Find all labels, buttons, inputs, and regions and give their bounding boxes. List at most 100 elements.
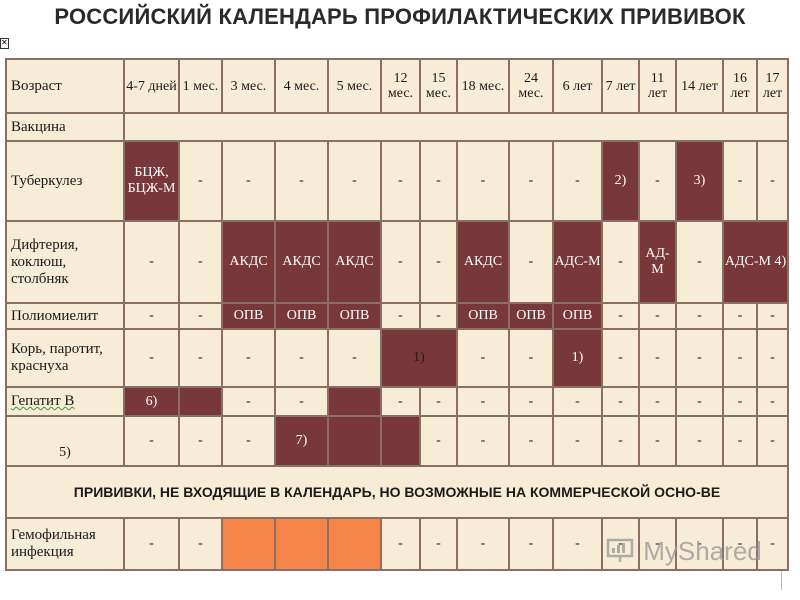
- cell: ОПВ: [223, 304, 274, 328]
- cell: -: [758, 304, 787, 328]
- cell: -: [382, 388, 419, 415]
- cell: -: [421, 388, 456, 415]
- age-col-4: 4 мес.: [276, 60, 327, 112]
- row-label: 5): [7, 417, 123, 465]
- cell: 1): [554, 330, 601, 386]
- age-col-12: 11 лет: [640, 60, 675, 112]
- cell: -: [640, 304, 675, 328]
- cell: -: [125, 222, 178, 302]
- cell: ОПВ: [276, 304, 327, 328]
- row-label: Гемофильная инфекция: [7, 519, 123, 569]
- cell: [329, 417, 380, 465]
- row-hepatitis-b: Гепатит В 6) - - - - - - - - - - - -: [7, 388, 787, 415]
- age-col-3: 3 мес.: [223, 60, 274, 112]
- cell: 2): [603, 142, 638, 220]
- cell: -: [223, 417, 274, 465]
- cell: АДС-М: [554, 222, 601, 302]
- cell: -: [458, 142, 508, 220]
- cell: 7): [276, 417, 327, 465]
- cell: АКДС: [223, 222, 274, 302]
- age-col-6: 12 мес.: [382, 60, 419, 112]
- cell: ОПВ: [458, 304, 508, 328]
- cell: АКДС: [329, 222, 380, 302]
- commercial-heading-row: ПРИВИВКИ, НЕ ВХОДЯЩИЕ В КАЛЕНДАРЬ, НО ВО…: [7, 467, 787, 517]
- cell: -: [640, 417, 675, 465]
- cell: -: [421, 417, 456, 465]
- age-col-7: 15 мес.: [421, 60, 456, 112]
- cell: -: [554, 519, 601, 569]
- cell: -: [677, 330, 722, 386]
- cell: -: [554, 388, 601, 415]
- row-label: Гепатит В: [7, 388, 123, 415]
- cell: -: [724, 388, 756, 415]
- cell: -: [329, 330, 380, 386]
- cell: -: [640, 142, 675, 220]
- cell: -: [180, 330, 221, 386]
- cell: -: [724, 519, 756, 569]
- vaccine-header-blank: [125, 114, 787, 140]
- row-hepatitis-b-alt: 5) - - - 7) - - - - - - - - -: [7, 417, 787, 465]
- cell: -: [458, 330, 508, 386]
- page-title: РОССИЙСКИЙ КАЛЕНДАРЬ ПРОФИЛАКТИЧЕСКИХ ПР…: [54, 4, 746, 29]
- cell: -: [677, 222, 722, 302]
- cell: 6): [125, 388, 178, 415]
- cell: -: [421, 519, 456, 569]
- cell: -: [125, 417, 178, 465]
- age-col-5: 5 мес.: [329, 60, 380, 112]
- cell: -: [421, 222, 456, 302]
- cell: -: [677, 417, 722, 465]
- age-col-8: 18 мес.: [458, 60, 508, 112]
- cell: -: [223, 330, 274, 386]
- cell: АД-М: [640, 222, 675, 302]
- cell: -: [554, 142, 601, 220]
- cell: -: [125, 330, 178, 386]
- cell: -: [458, 417, 508, 465]
- cell: -: [421, 142, 456, 220]
- cell: -: [677, 304, 722, 328]
- row-tuberculosis: Туберкулез БЦЖ, БЦЖ-М - - - - - - - - - …: [7, 142, 787, 220]
- row-hib: Гемофильная инфекция - - - - - - - - - -…: [7, 519, 787, 569]
- cell: [223, 519, 274, 569]
- row-label: Полиомиелит: [7, 304, 123, 328]
- cell: АКДС: [276, 222, 327, 302]
- cell: [276, 519, 327, 569]
- cell: ОПВ: [510, 304, 552, 328]
- cell: АДС-М 4): [724, 222, 787, 302]
- cell: -: [510, 222, 552, 302]
- age-col-14: 16 лет: [724, 60, 756, 112]
- cell: -: [421, 304, 456, 328]
- cell: АКДС: [458, 222, 508, 302]
- cell: БЦЖ, БЦЖ-М: [125, 142, 178, 220]
- cell: 3): [677, 142, 722, 220]
- cell: 1): [382, 330, 456, 386]
- cell: -: [382, 304, 419, 328]
- age-col-2: 1 мес.: [180, 60, 221, 112]
- vaccination-calendar-table: Возраст 4-7 дней 1 мес. 3 мес. 4 мес. 5 …: [5, 58, 789, 571]
- cell: -: [724, 417, 756, 465]
- cell: -: [758, 417, 787, 465]
- commercial-heading: ПРИВИВКИ, НЕ ВХОДЯЩИЕ В КАЛЕНДАРЬ, НО ВО…: [7, 467, 787, 517]
- cell: -: [640, 519, 675, 569]
- cell: -: [510, 417, 552, 465]
- presentation-icon: [606, 537, 636, 570]
- watermark: MyShared: [606, 536, 762, 570]
- age-col-15: 17 лет: [758, 60, 787, 112]
- cell: -: [758, 388, 787, 415]
- cell: ОПВ: [554, 304, 601, 328]
- cell: -: [758, 330, 787, 386]
- cell: -: [223, 388, 274, 415]
- checkbox-icon: ✕: [0, 38, 9, 49]
- cell: -: [603, 222, 638, 302]
- cell: -: [640, 388, 675, 415]
- age-col-13: 14 лет: [677, 60, 722, 112]
- cell: -: [603, 304, 638, 328]
- cell: -: [510, 388, 552, 415]
- vaccine-label-row: Вакцина: [7, 114, 787, 140]
- cell: -: [603, 388, 638, 415]
- cell: -: [458, 519, 508, 569]
- cell: -: [554, 417, 601, 465]
- row-label: Дифтерия, коклюш, столбняк: [7, 222, 123, 302]
- cell: -: [180, 519, 221, 569]
- cell: -: [276, 330, 327, 386]
- cell: -: [724, 304, 756, 328]
